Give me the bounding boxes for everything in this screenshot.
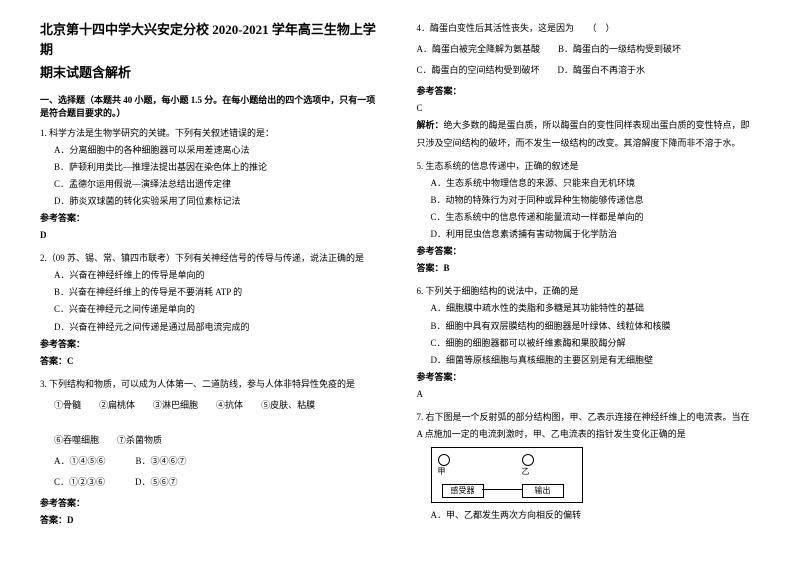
exam-title-line2: 期末试题含解析: [40, 63, 377, 83]
exam-title-line1: 北京第十四中学大兴安定分校 2020-2021 学年高三生物上学期: [40, 20, 377, 59]
q5-opt-c: C．生态系统中的信息传递和能量流动一样都是单向的: [417, 209, 754, 226]
q4-ref-label: 参考答案：: [417, 83, 754, 100]
q2-ans-value: C: [67, 356, 74, 366]
q5-opt-b: B．动物的特殊行为对于同种或异种生物能够传递信息: [417, 192, 754, 209]
q3-choice-row1: A．①④⑤⑥ B．③④⑥⑦: [54, 453, 377, 470]
q3-choice-d: D．⑤⑥⑦: [135, 474, 178, 491]
q2-stem: 2.（09 苏、锡、常、镇四市联考）下列有关神经信号的传导与传递，说法正确的是: [40, 250, 377, 267]
q6-opt-b: B．细胞中具有双层膜结构的细胞器是叶绿体、线粒体和核膜: [417, 318, 754, 335]
q5-opt-a: A．生态系统中物理信息的来源、只能来自无机环境: [417, 175, 754, 192]
q4-answer: C: [417, 100, 754, 117]
right-column: 4．酶蛋白变性后其活性丧失，这是因为 （ ） A．酶蛋白被完全降解为氨基酸 B．…: [417, 20, 754, 535]
q2-opt-d: D．兴奋在神经元之间传递是通过局部电流完成的: [40, 319, 377, 336]
connector-line: [482, 489, 522, 490]
q4-opt-d: D．酶蛋白不再溶于水: [558, 62, 646, 79]
q4-row1: A．酶蛋白被完全降解为氨基酸 B．酶蛋白的一级结构受到破坏: [417, 41, 754, 58]
q2-ans-label: 答案：: [40, 356, 67, 366]
q6-stem: 6. 下列关于细胞结构的说法中，正确的是: [417, 283, 754, 300]
q3-item-7: ⑦杀菌物质: [117, 432, 162, 449]
q3-item-3: ③淋巴细胞: [153, 397, 198, 414]
left-column: 北京第十四中学大兴安定分校 2020-2021 学年高三生物上学期 期末试题含解…: [40, 20, 377, 535]
q3-item-4: ④抗体: [216, 397, 243, 414]
q2-answer: 答案：C: [40, 353, 377, 370]
q6-opt-d: D．细菌等原核细胞与真核细胞的主要区别是有无细胞壁: [417, 352, 754, 369]
q1-opt-c: C．孟德尔运用假说—演绎法总结出遗传定律: [40, 176, 377, 193]
q7-stem: 7. 右下图是一个反射弧的部分结构图，甲、乙表示连接在神经纤维上的电流表。当在 …: [417, 409, 754, 443]
q6-opt-c: C．细胞的细胞器都可以被纤维素酶和果胶酶分解: [417, 335, 754, 352]
q3-stem: 3. 下列结构和物质，可以成为人体第一、二道防线，参与人体非特异性免疫的是: [40, 376, 377, 393]
q4-explanation: 解析：绝大多数的酶是蛋白质，所以酶蛋白的变性同样表现出蛋白质的变性特点，即只涉及…: [417, 117, 754, 151]
q3-item-6: ⑥吞噬细胞: [54, 432, 99, 449]
q1-stem: 1. 科学方法是生物学研究的关键。下列有关叙述错误的是：: [40, 125, 377, 142]
q3-item-2: ②扁桃体: [99, 397, 135, 414]
q2-ref-label: 参考答案：: [40, 336, 377, 353]
q4-stem: 4．酶蛋白变性后其活性丧失，这是因为 （ ）: [417, 20, 754, 37]
q3-choice-a: A．①④⑤⑥: [54, 453, 106, 470]
q4-opt-c: C．酶蛋白的空间结构受到破坏: [417, 62, 540, 79]
q3-choice-b: B．③④⑥⑦: [136, 453, 187, 470]
q1-opt-d: D．肺炎双球菌的转化实验采用了同位素标记法: [40, 193, 377, 210]
q5-stem: 5. 生态系统的信息传递中，正确的叙述是: [417, 158, 754, 175]
q3-choice-row2: C．①②③⑥ D．⑤⑥⑦: [54, 474, 377, 491]
q2-opt-b: B．兴奋在神经纤维上的传导是不要消耗 ATP 的: [40, 284, 377, 301]
q4-exp-label: 解析：: [417, 120, 444, 130]
meter-1-label: 甲: [438, 466, 446, 477]
q1-opt-b: B．萨顿利用类比—推理法提出基因在染色体上的推论: [40, 159, 377, 176]
q1-answer: D: [40, 227, 377, 244]
q7-opt-a: A．甲、乙都发生两次方向相反的偏转: [417, 507, 754, 524]
q3-choice-c: C．①②③⑥: [54, 474, 105, 491]
q6-opt-a: A．细胞膜中疏水性的类脂和多糖是其功能特性的基础: [417, 300, 754, 317]
meter-2-icon: [522, 454, 534, 466]
q7-diagram: 甲 乙 感受器 输出: [431, 447, 583, 503]
right-box: 输出: [522, 484, 564, 498]
q5-opt-d: D．利用昆虫信息素诱捕有害动物属于化学防治: [417, 226, 754, 243]
q5-ref-label: 参考答案：: [417, 243, 754, 260]
q4-opt-a: A．酶蛋白被完全降解为氨基酸: [417, 41, 541, 58]
q3-ref-label: 参考答案：: [40, 495, 377, 512]
q4-exp-text: 绝大多数的酶是蛋白质，所以酶蛋白的变性同样表现出蛋白质的变性特点，即只涉及空间结…: [417, 120, 750, 147]
q3-opt-list: ①骨髓 ②扁桃体 ③淋巴细胞 ④抗体 ⑤皮肤、粘膜 ⑥吞噬细胞 ⑦杀菌物质: [40, 397, 377, 449]
q3-ans-value: D: [67, 515, 74, 525]
q1-opt-a: A．分离细胞中的各种细胞器可以采用差速离心法: [40, 142, 377, 159]
meter-1-icon: [438, 454, 450, 466]
q6-answer: A: [417, 386, 754, 403]
q3-item-5: ⑤皮肤、粘膜: [261, 397, 315, 414]
left-box: 感受器: [442, 484, 484, 498]
q5-ans-label: 答案：: [417, 263, 444, 273]
q2-opt-a: A．兴奋在神经纤维上的传导是单向的: [40, 267, 377, 284]
q6-ref-label: 参考答案：: [417, 369, 754, 386]
q5-ans-value: B: [444, 263, 450, 273]
q4-row2: C．酶蛋白的空间结构受到破坏 D．酶蛋白不再溶于水: [417, 62, 754, 79]
q4-opt-b: B．酶蛋白的一级结构受到破坏: [558, 41, 681, 58]
q1-ref-label: 参考答案：: [40, 210, 377, 227]
meter-2-label: 乙: [522, 466, 530, 477]
q3-item-1: ①骨髓: [54, 397, 81, 414]
q5-answer: 答案：B: [417, 260, 754, 277]
section-1-heading: 一、选择题（本题共 40 小题，每小题 1.5 分。在每小题给出的四个选项中，只…: [40, 93, 377, 119]
q3-answer: 答案：D: [40, 512, 377, 529]
q2-opt-c: C．兴奋在神经元之间传递是单向的: [40, 301, 377, 318]
q3-ans-label: 答案：: [40, 515, 67, 525]
